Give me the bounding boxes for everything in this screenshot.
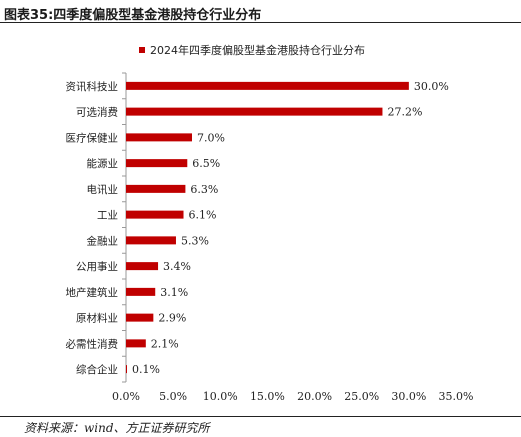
category-label: 地产建筑业 bbox=[66, 286, 119, 299]
bar bbox=[126, 262, 159, 271]
bar bbox=[126, 365, 127, 374]
category-label: 医疗保健业 bbox=[66, 131, 119, 144]
data-label: 2.9% bbox=[158, 312, 186, 325]
bar bbox=[126, 236, 176, 245]
x-tick-label: 0.0% bbox=[112, 390, 140, 403]
x-tick-label: 20.0% bbox=[297, 390, 332, 403]
figure-title: 图表35:四季度偏股型基金港股持仓行业分布 bbox=[4, 8, 262, 23]
category-label: 金融业 bbox=[87, 234, 119, 247]
category-label: 综合企业 bbox=[76, 363, 118, 376]
data-label: 6.3% bbox=[190, 183, 218, 196]
x-tick-label: 5.0% bbox=[159, 390, 187, 403]
category-label: 电讯业 bbox=[87, 183, 119, 196]
category-label: 能源业 bbox=[87, 157, 119, 170]
data-label: 0.1% bbox=[132, 363, 160, 376]
legend-swatch bbox=[139, 47, 145, 53]
source-note: 资料来源：wind、方正证券研究所 bbox=[24, 421, 210, 435]
data-label: 3.4% bbox=[163, 260, 191, 273]
category-label: 资讯科技业 bbox=[66, 80, 119, 93]
data-label: 3.1% bbox=[160, 286, 188, 299]
bar bbox=[126, 159, 188, 168]
title-rule bbox=[0, 22, 521, 23]
data-label: 27.2% bbox=[387, 106, 422, 119]
category-label: 可选消费 bbox=[76, 106, 118, 119]
bar bbox=[126, 107, 383, 116]
data-label: 6.5% bbox=[192, 157, 220, 170]
x-tick-label: 10.0% bbox=[203, 390, 238, 403]
data-label: 5.3% bbox=[181, 234, 209, 247]
bar bbox=[126, 287, 156, 296]
bar bbox=[126, 339, 146, 348]
bar bbox=[126, 81, 409, 90]
x-tick-label: 30.0% bbox=[391, 390, 426, 403]
data-label: 30.0% bbox=[414, 80, 449, 93]
bar bbox=[126, 184, 186, 193]
x-tick-label: 15.0% bbox=[250, 390, 285, 403]
category-label: 工业 bbox=[97, 210, 118, 222]
bar bbox=[126, 313, 154, 322]
bar bbox=[126, 133, 192, 142]
category-label: 原材料业 bbox=[76, 312, 118, 325]
bar bbox=[126, 210, 184, 219]
legend-label: 2024年四季度偏股型基金港股持仓行业分布 bbox=[150, 43, 365, 57]
data-label: 2.1% bbox=[151, 337, 179, 350]
x-tick-label: 35.0% bbox=[439, 390, 474, 403]
data-label: 7.0% bbox=[197, 131, 225, 144]
data-label: 6.1% bbox=[189, 209, 217, 222]
category-label: 公用事业 bbox=[76, 260, 118, 273]
source-rule bbox=[0, 416, 521, 417]
category-label: 必需性消费 bbox=[66, 337, 119, 350]
x-tick-label: 25.0% bbox=[344, 390, 379, 403]
